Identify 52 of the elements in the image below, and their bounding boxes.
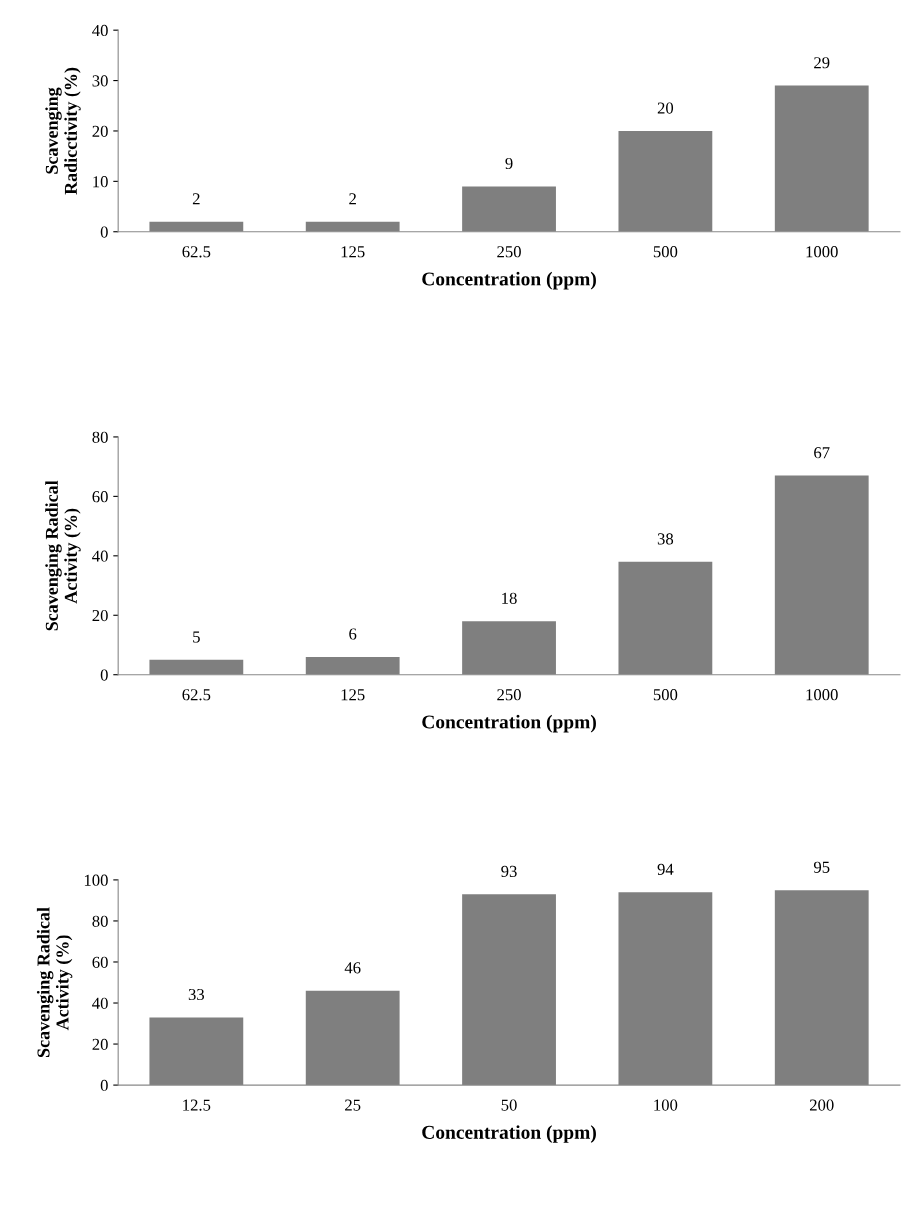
y-tick-label: 20 bbox=[92, 125, 108, 137]
y-tick-label: 0 bbox=[100, 669, 108, 681]
x-tick-label: 100 bbox=[654, 1099, 678, 1111]
data-label: 20 bbox=[657, 102, 674, 114]
x-tick-label: 62.5 bbox=[182, 246, 211, 258]
data-label: 67 bbox=[814, 447, 830, 459]
x-tick-label: 62.5 bbox=[182, 689, 211, 701]
data-label: 18 bbox=[502, 592, 517, 604]
x-tick-label: 125 bbox=[341, 689, 365, 701]
x-tick-label: 50 bbox=[501, 1099, 517, 1111]
y-tick-label: 80 bbox=[92, 431, 108, 443]
y-tick-label: 100 bbox=[84, 874, 108, 886]
x-tick-label: 200 bbox=[809, 1099, 834, 1111]
data-label: 6 bbox=[349, 628, 357, 640]
data-label: 9 bbox=[505, 157, 513, 170]
data-label: 95 bbox=[813, 861, 830, 873]
y-tick-label: 20 bbox=[92, 609, 108, 622]
x-tick-label: 12.5 bbox=[183, 1099, 211, 1111]
y-tick-label: 0 bbox=[100, 226, 108, 238]
x-axis-title: Concentration (ppm) bbox=[422, 1125, 596, 1143]
y-tick-label: 30 bbox=[92, 75, 108, 87]
data-label: 93 bbox=[501, 865, 517, 877]
x-axis-title: Concentration (ppm) bbox=[422, 271, 596, 290]
data-label: 94 bbox=[657, 863, 674, 875]
x-tick-label: 1000 bbox=[806, 246, 838, 258]
x-axis-title: Concentration (ppm) bbox=[422, 714, 596, 733]
x-tick-label: 125 bbox=[341, 246, 365, 258]
y-tick-label: 20 bbox=[92, 1038, 108, 1050]
x-tick-label: 500 bbox=[653, 246, 678, 258]
x-tick-label: 250 bbox=[497, 246, 521, 258]
y-tick-label: 60 bbox=[92, 491, 108, 503]
x-tick-label: 500 bbox=[653, 689, 678, 701]
data-label: 29 bbox=[814, 57, 830, 69]
x-tick-label: 250 bbox=[497, 689, 521, 701]
y-tick-label: 40 bbox=[92, 997, 108, 1009]
data-label: 46 bbox=[344, 962, 361, 974]
data-label: 2 bbox=[349, 193, 356, 205]
y-tick-label: 80 bbox=[92, 915, 108, 927]
y-tick-label: 10 bbox=[93, 176, 108, 188]
data-label: 5 bbox=[193, 631, 200, 643]
y-tick-label: 40 bbox=[92, 550, 108, 562]
y-tick-label: 40 bbox=[92, 24, 108, 37]
data-label: 38 bbox=[657, 533, 674, 545]
x-tick-label: 25 bbox=[345, 1099, 361, 1111]
x-tick-label: 1000 bbox=[806, 689, 838, 701]
y-tick-label: 60 bbox=[92, 956, 108, 968]
data-label: 2 bbox=[192, 193, 200, 205]
y-axis-title: Scavenging Radical Activity (%) bbox=[36, 907, 73, 1058]
y-axis-title: Scavenging Radicctivity (%) bbox=[45, 67, 81, 195]
y-tick-label: 0 bbox=[100, 1079, 108, 1092]
data-label: 33 bbox=[188, 988, 205, 1001]
y-axis-title: Scavenging Radical Activity (%) bbox=[45, 480, 81, 631]
